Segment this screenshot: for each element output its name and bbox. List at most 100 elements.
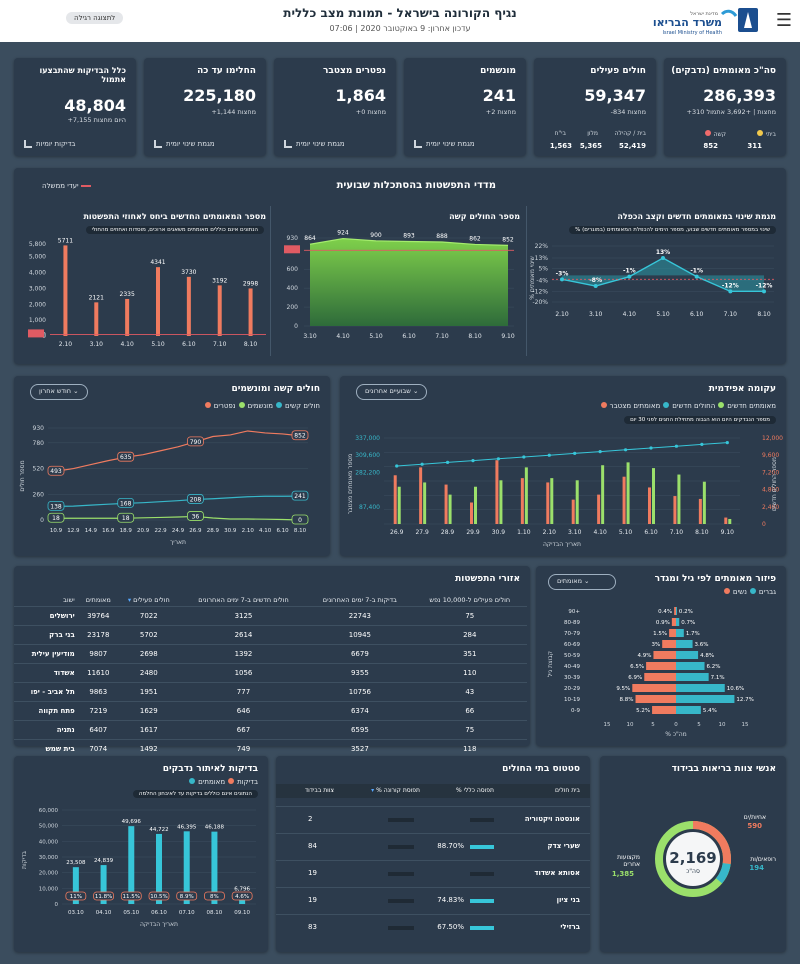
- bar-men: [676, 684, 725, 692]
- bar-new-confirmed: [648, 487, 651, 524]
- hospital-row[interactable]: ברזילי 67.50% 83: [276, 914, 590, 940]
- table-cell: 351: [412, 644, 527, 664]
- epi-title: עקומה אפידמית: [708, 384, 776, 394]
- bar-women: [669, 629, 676, 637]
- hospital-row[interactable]: שערי צדק 88.70% 84: [276, 833, 590, 859]
- table-row[interactable]: תל אביב - יפו 9863 1951 777 10756 43: [14, 682, 527, 702]
- data-label: 12.7%: [736, 697, 753, 703]
- menu-icon[interactable]: ☰: [775, 10, 792, 31]
- header: ☰ מדינת ישראל משרד הבריאות Israel Minist…: [0, 0, 800, 42]
- kpi-title: נפטרים מצטבר: [323, 66, 386, 76]
- table-row[interactable]: פתח תקווה 7219 1629 646 6374 66: [14, 701, 527, 721]
- occupancy-bar: [470, 845, 494, 849]
- change-trend-chart: 22% 13% 5% -4% -12% -20% -3% 2.10 -8% 3.10 -1% 4.10…: [529, 243, 774, 318]
- age-metric-dropdown[interactable]: מאומתים ⌄: [548, 574, 616, 590]
- data-label-box: [117, 451, 135, 462]
- kpi-value: 59,347: [584, 86, 646, 105]
- trend-point: [728, 289, 733, 294]
- preview-button[interactable]: לתצוגה רגילה: [66, 12, 124, 24]
- y-tick-label-right: 2,400: [762, 504, 779, 511]
- col-confirmed[interactable]: מאומתים: [85, 596, 111, 604]
- x-tick-label: 18.9: [120, 528, 133, 534]
- bar-women: [646, 662, 676, 670]
- table-cell: 22743: [307, 606, 413, 626]
- severe-legend: חולים קשיםמונשמיםנפטרים: [202, 402, 320, 410]
- data-label-box: [47, 465, 65, 476]
- table-row[interactable]: ירושלים 39764 7022 3125 22743 75: [14, 606, 527, 626]
- table-row[interactable]: אשדוד 11610 2480 1056 9355 110: [14, 663, 527, 683]
- col-per10k[interactable]: חולים פעילים ל-10,000 נפש: [429, 596, 511, 604]
- kpi-title: מונשמים: [480, 66, 516, 76]
- trend-button[interactable]: מגמת שינוי יומית: [414, 140, 475, 148]
- data-label: 5711: [58, 238, 73, 244]
- col-new7[interactable]: חולים חדשים ב-7 ימים האחרונים: [198, 596, 289, 604]
- kpi-title: החלימו עד כה: [197, 66, 256, 76]
- age-label: 20-29: [564, 686, 580, 692]
- age-label: 0-9: [571, 708, 580, 714]
- epi-curve-card: עקומה אפידמית שבועיים אחרונים ⌄ מאומתים …: [340, 376, 786, 556]
- data-label-box: [187, 494, 204, 504]
- trend-button[interactable]: מגמת שינוי יומית: [154, 140, 215, 148]
- bar-tests: [100, 865, 107, 904]
- table-cell: 9807: [78, 644, 118, 664]
- hosp-col-occ[interactable]: % תפוסה כללי: [456, 787, 494, 794]
- table-cell: 10756: [307, 682, 413, 702]
- epi-range-dropdown[interactable]: שבועיים אחרונים ⌄: [356, 384, 428, 400]
- bar-new-recovered: [448, 494, 452, 524]
- hospital-row[interactable]: בני ציון 74.83% 19: [276, 887, 590, 913]
- x-tick-label: 05.10: [123, 910, 139, 916]
- data-label-box: [291, 430, 309, 441]
- y-tick-label: -4%: [536, 278, 548, 285]
- table-cell: 6407: [78, 720, 118, 740]
- x-tick-label: 22.9: [154, 528, 167, 534]
- y-tick-label: 0: [40, 517, 44, 524]
- data-label-box: [47, 512, 65, 523]
- col-tests7[interactable]: בדיקות ב-7 ימים האחרונים: [322, 596, 397, 604]
- table-cell: 284: [412, 625, 527, 645]
- table-cell: 6679: [307, 644, 413, 664]
- col-active[interactable]: ▾ חולים פעילים: [127, 596, 170, 604]
- hospital-row[interactable]: אונסטה ויקטוריה 2: [276, 806, 590, 832]
- hosp-col-staff[interactable]: צוות בבידוד: [304, 787, 334, 794]
- bar-new-confirmed: [673, 496, 677, 524]
- bar-men: [676, 629, 684, 637]
- y-tick-label: 0: [42, 333, 46, 340]
- table-cell: 1629: [117, 701, 180, 721]
- bar-tests: [211, 831, 218, 904]
- x-tick-label: 09.10: [234, 910, 250, 916]
- trend-button[interactable]: בדיקות יומיות: [24, 140, 75, 148]
- hosp-col-covid[interactable]: ▾ % תפוסת קורונה: [371, 787, 420, 794]
- bar-new-confirmed: [546, 482, 550, 524]
- staff-iso-value: 2: [308, 815, 313, 823]
- age-label: 50-59: [564, 653, 580, 659]
- data-label: 5.2%: [636, 708, 650, 714]
- table-cell: 749: [179, 739, 308, 759]
- hosp-col-name[interactable]: בית חולים: [555, 787, 580, 794]
- table-row[interactable]: נתניה 6407 1617 667 6595 75: [14, 720, 527, 740]
- table-row[interactable]: בני ברק 23178 5702 2614 10945 284: [14, 625, 527, 645]
- data-label: 1.7%: [686, 631, 700, 637]
- table-row[interactable]: מודיעין עילית 9807 2698 1392 6679 351: [14, 644, 527, 664]
- x-tick-label: 15: [742, 722, 749, 728]
- col-city[interactable]: ישוב: [63, 596, 75, 604]
- data-label: 0.9%: [656, 620, 670, 626]
- x-tick-label: 3.10: [589, 311, 603, 318]
- y-tick-label: 3,000: [29, 285, 46, 292]
- age-chart: 90+ 0.4% 0.2% 80-89 0.9% 0.7% 70-79 1.5% 1.7% 60-…: [547, 607, 754, 738]
- epi-curve-chart: 12,000 9,600 7,200 4,800 2,400 0 337,000 309,60…: [347, 435, 783, 548]
- donut-nurses: [655, 821, 731, 897]
- kpi-sub: -834 מחצות: [610, 108, 646, 116]
- new-cases-bars-chart: 5,8005,0004,0003,0002,0001,000100057112.…: [28, 238, 266, 348]
- positive-label: 8%: [210, 894, 219, 900]
- table-row[interactable]: בית שמש 7074 1492 749 3527 118: [14, 739, 527, 759]
- severe-range-dropdown[interactable]: חודש אחרון ⌄: [30, 384, 88, 400]
- data-label: 36: [192, 513, 200, 520]
- hospital-row[interactable]: אסותא אשדוד 19: [276, 860, 590, 886]
- data-label-box: [187, 436, 204, 447]
- kpi-active: חולים פעילים 59,347 -834 מחצות בית / קהי…: [534, 58, 656, 156]
- x-tick-label: 27.9: [415, 529, 429, 536]
- x-tick-label: 0: [674, 722, 678, 728]
- trend-point: [661, 256, 665, 260]
- trend-button[interactable]: מגמת שינוי יומית: [284, 140, 345, 148]
- table-cell: 2480: [117, 663, 180, 683]
